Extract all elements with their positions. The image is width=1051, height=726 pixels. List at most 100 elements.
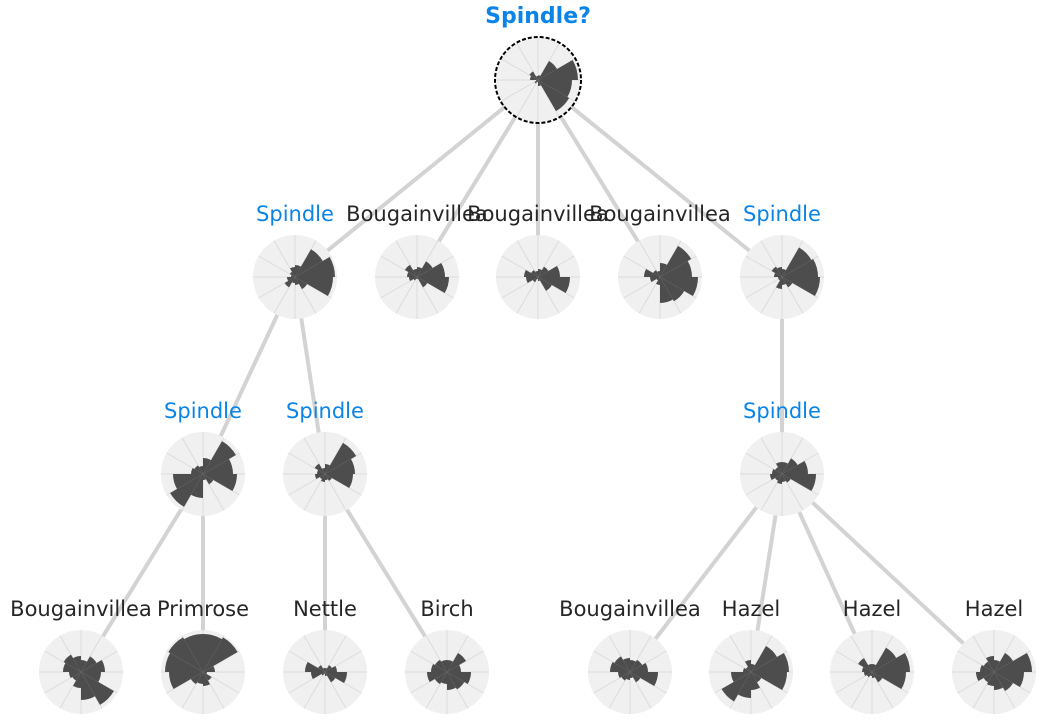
rose-chart-petal xyxy=(751,646,777,672)
rose-chart-petal xyxy=(325,665,332,672)
rose-chart-spoke xyxy=(750,671,788,694)
rose-chart-petal xyxy=(775,474,782,481)
rose-chart-petal xyxy=(72,672,81,681)
rose-chart-spoke xyxy=(410,671,448,694)
rose-chart-petal xyxy=(994,652,1014,672)
rose-chart-petal xyxy=(614,656,630,672)
rose-chart-petal xyxy=(536,80,538,81)
tree-node[interactable]: Spindle xyxy=(740,399,824,516)
rose-chart-petal xyxy=(416,277,417,279)
tree-node[interactable]: Hazel xyxy=(709,597,793,714)
rose-chart-petal xyxy=(782,277,820,296)
node-label: Spindle xyxy=(286,399,364,423)
rose-chart-petal xyxy=(203,459,233,474)
tree-node[interactable]: Bougainvillea xyxy=(589,202,731,319)
rose-chart-petal xyxy=(427,672,447,682)
rose-chart-petal xyxy=(777,474,782,484)
rose-chart-petal xyxy=(660,277,685,302)
rose-chart-petal xyxy=(538,60,558,80)
tree-node[interactable]: Birch xyxy=(405,597,489,714)
tree-node[interactable]: Primrose xyxy=(157,597,249,714)
rose-chart-petal xyxy=(776,277,782,289)
rose-chart-petal xyxy=(447,652,467,672)
rose-chart-petal xyxy=(776,462,782,474)
rose-chart-petal xyxy=(534,80,538,84)
tree-node[interactable]: Bougainvillea xyxy=(467,202,609,319)
node-label: Spindle xyxy=(256,202,334,226)
rose-chart-petal xyxy=(782,259,818,277)
rose-chart-petal xyxy=(537,277,538,279)
rose-chart-spoke xyxy=(294,276,332,299)
rose-chart-petal xyxy=(169,672,203,689)
tree-node[interactable]: Bougainvillea xyxy=(346,202,488,319)
rose-chart-petal xyxy=(81,672,101,682)
rose-chart-spoke xyxy=(380,276,418,299)
rose-chart-spoke xyxy=(294,255,332,278)
rose-chart-petal xyxy=(660,245,692,277)
rose-chart-petal xyxy=(295,277,333,296)
tree-node[interactable]: Bougainvillea xyxy=(10,597,152,714)
rose-chart-petal xyxy=(325,474,353,488)
node-label: Spindle xyxy=(743,399,821,423)
rose-chart-petal xyxy=(194,465,203,474)
rose-chart-petal xyxy=(864,672,872,676)
rose-chart-petal xyxy=(986,655,994,672)
tree-node[interactable]: Nettle xyxy=(283,597,367,714)
rose-chart-petal xyxy=(322,468,325,474)
rose-chart-spoke xyxy=(957,671,995,694)
rose-chart-spoke xyxy=(871,671,894,709)
tree-node[interactable]: Spindle xyxy=(161,399,245,516)
rose-chart-spoke xyxy=(729,671,752,709)
tree-node[interactable]: Bougainvillea xyxy=(559,597,701,714)
rose-chart-petal xyxy=(721,672,751,702)
rose-chart-petal xyxy=(983,672,994,683)
rose-chart-petal xyxy=(203,672,212,681)
rose-chart-spoke xyxy=(972,635,995,673)
rose-chart-petal xyxy=(872,672,875,678)
tree-node[interactable]: Spindle? xyxy=(485,4,591,124)
rose-chart-petal xyxy=(866,672,872,678)
rose-chart-spoke xyxy=(516,276,539,314)
rose-chart-petal xyxy=(203,637,238,672)
rose-chart-petal xyxy=(447,660,453,672)
rose-chart-petal xyxy=(538,269,542,277)
rose-chart-petal xyxy=(630,663,648,672)
rose-chart-petal xyxy=(203,474,237,491)
rose-chart-petal xyxy=(538,266,560,277)
tree-node[interactable]: Spindle xyxy=(740,202,824,319)
tree-node[interactable]: Spindle xyxy=(283,399,367,516)
node-label: Bougainvillea xyxy=(346,202,488,226)
rose-chart-spoke xyxy=(850,671,873,709)
rose-chart-petal xyxy=(782,269,786,277)
rose-chart-petal xyxy=(191,474,203,498)
rose-chart-petal xyxy=(404,264,417,277)
node-label: Nettle xyxy=(293,597,357,621)
rose-chart-petal xyxy=(325,459,355,474)
rose-chart-petal xyxy=(782,462,788,474)
rose-chart-spoke xyxy=(516,79,539,117)
rose-chart-petal xyxy=(295,265,301,277)
rose-chart-petal xyxy=(63,663,81,672)
tree-node[interactable]: Hazel xyxy=(830,597,914,714)
rose-chart-petal xyxy=(650,277,660,282)
rose-chart-petal xyxy=(203,672,207,674)
rose-chart-spoke xyxy=(303,671,326,709)
rose-chart-petal xyxy=(770,474,782,480)
rose-chart-petal xyxy=(524,270,538,277)
rose-chart-petal xyxy=(751,653,789,672)
rose-chart-petal xyxy=(291,275,295,277)
rose-chart-spoke xyxy=(714,650,752,673)
rose-chart-petal xyxy=(868,664,872,672)
tree-node[interactable]: Hazel xyxy=(952,597,1036,714)
rose-chart-petal xyxy=(660,261,692,277)
rose-chart-petal xyxy=(862,667,872,672)
rose-chart-spoke xyxy=(537,43,560,81)
rose-chart-spoke xyxy=(714,671,752,694)
rose-chart-spoke xyxy=(993,671,1016,709)
rose-chart-petal xyxy=(872,664,876,672)
rose-chart-spoke xyxy=(288,473,326,496)
rose-chart-petal xyxy=(417,277,428,288)
rose-chart-petal xyxy=(318,665,325,672)
rose-chart-petal xyxy=(782,277,793,288)
tree-node[interactable]: Spindle xyxy=(253,202,337,319)
